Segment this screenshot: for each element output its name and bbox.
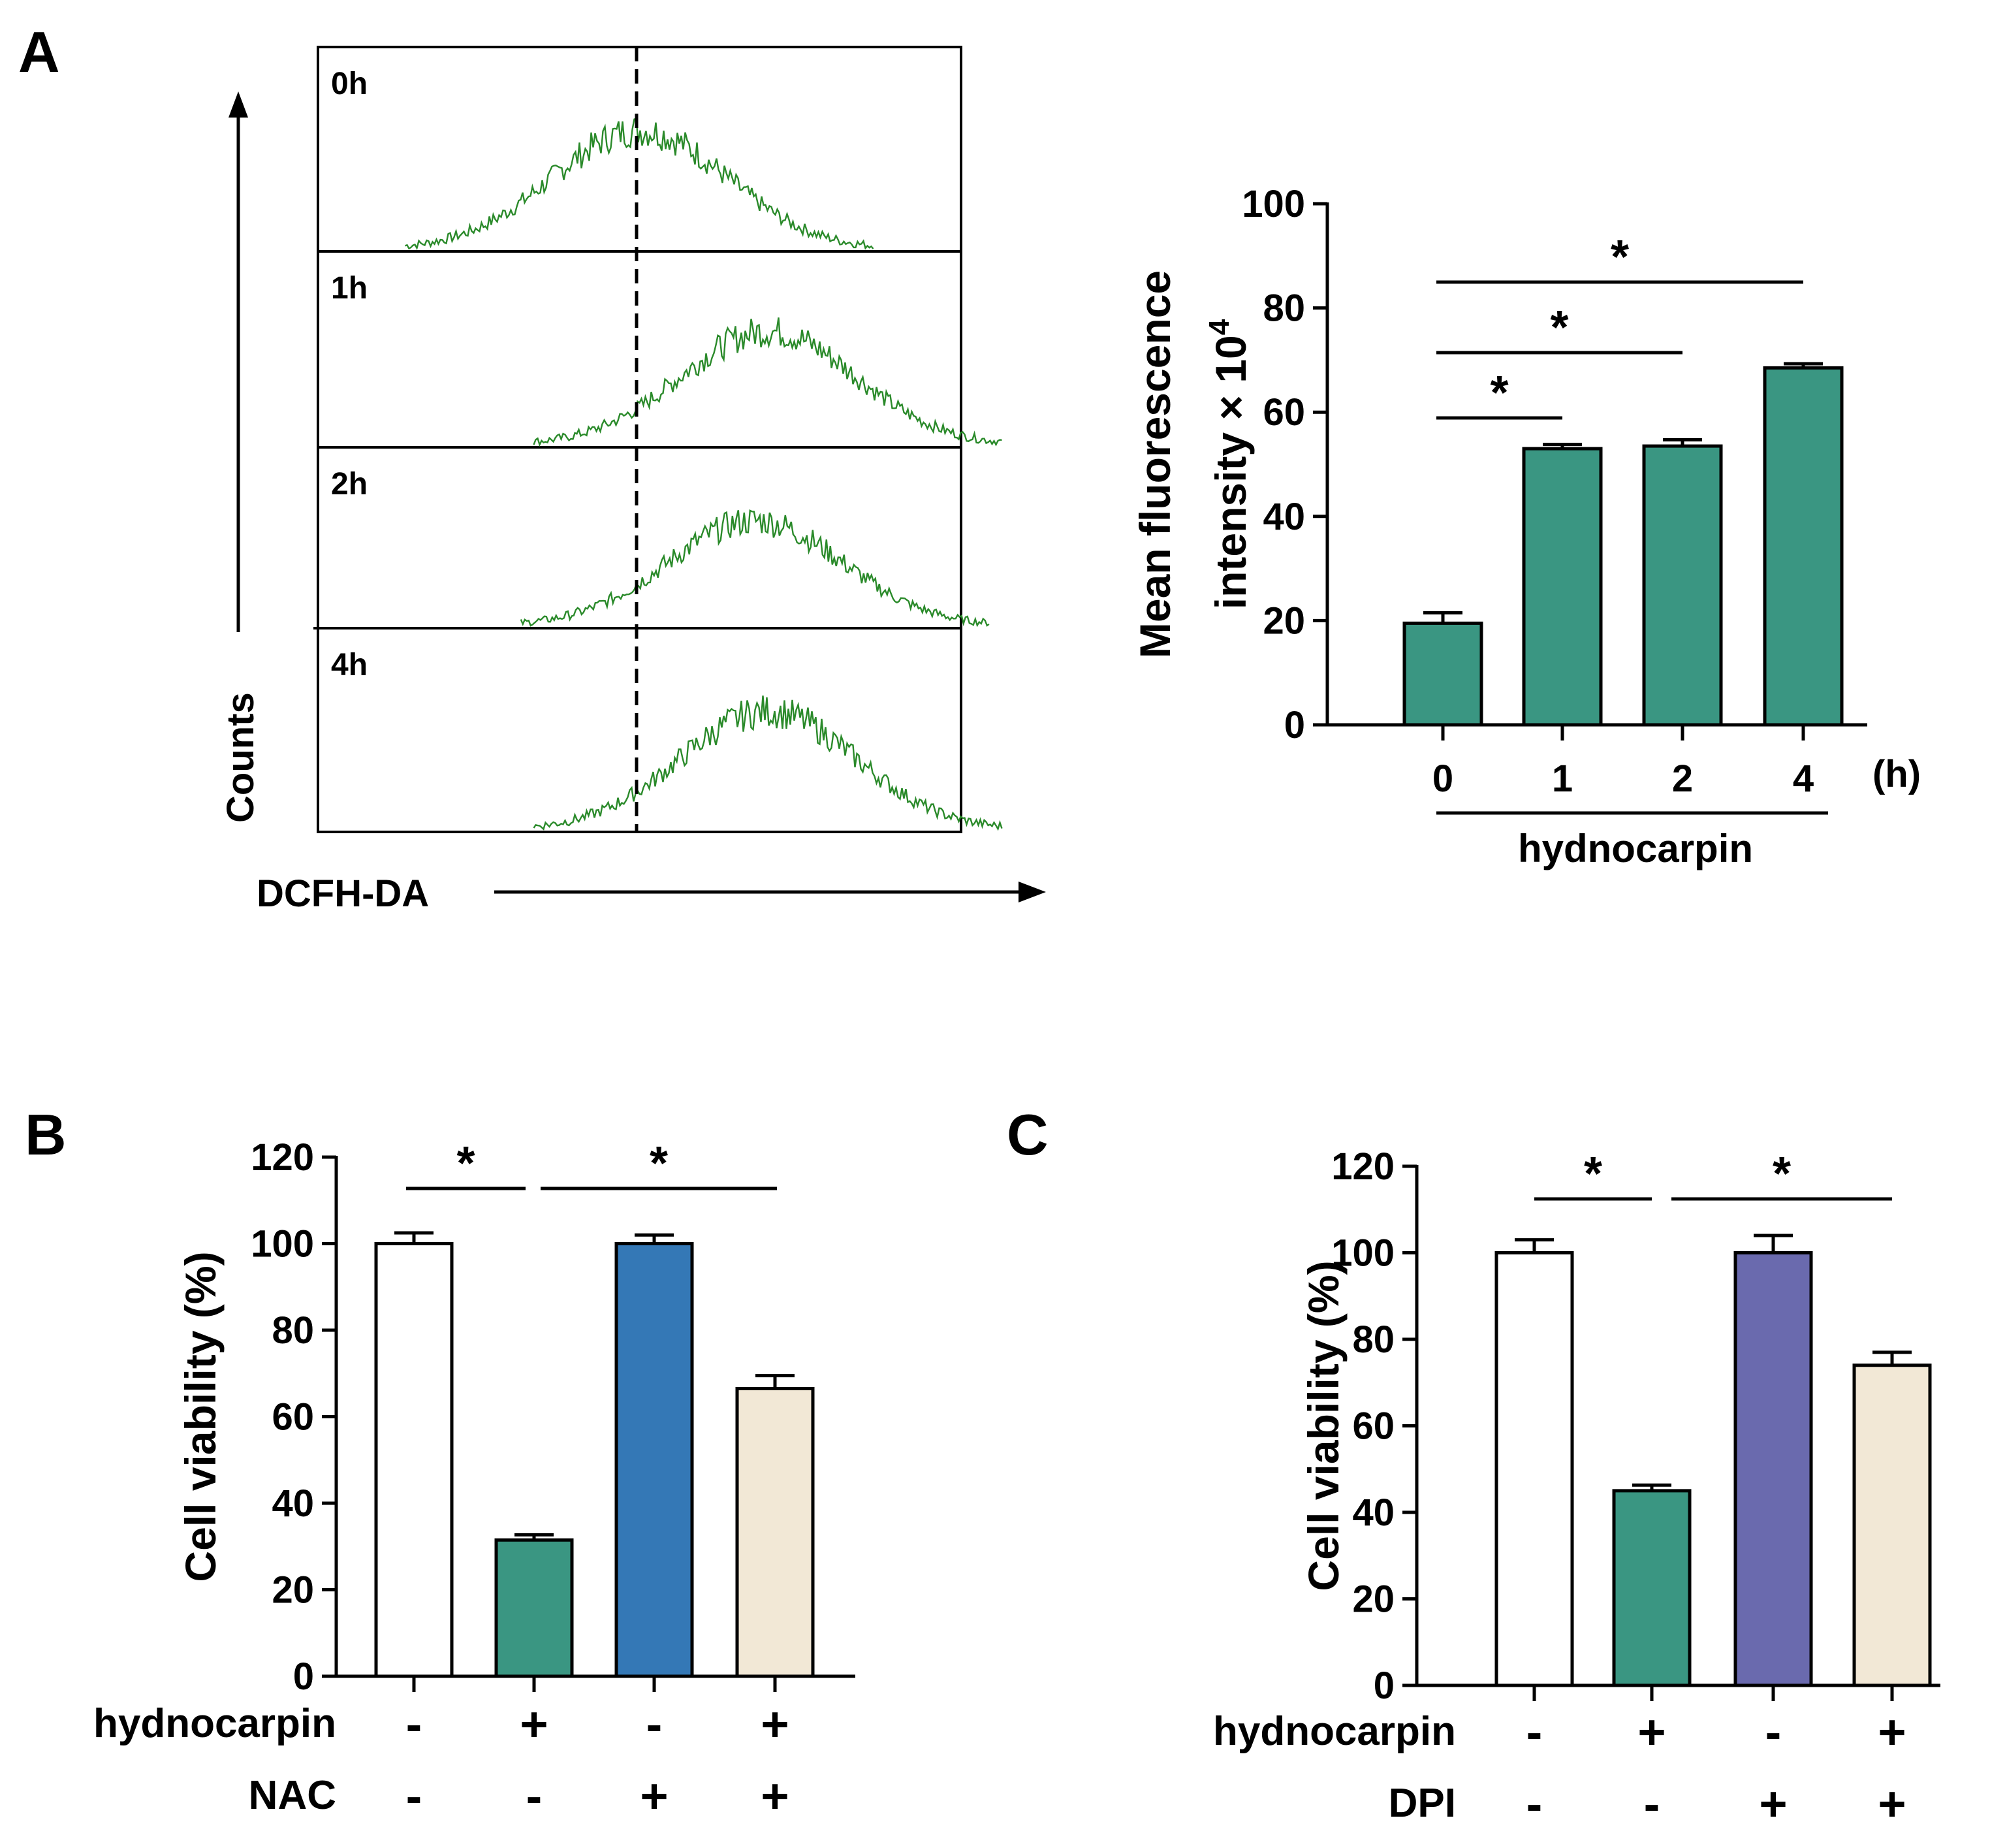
y-tick-label: 40 xyxy=(1352,1491,1395,1534)
histogram-frame xyxy=(317,46,962,833)
bar-chart-mfi: 0 20 40 60 80 100 * * * 0 1 2 4 (h) hydnocarpin Mean fl… xyxy=(1131,183,1921,870)
histogram-trace xyxy=(520,509,990,628)
condition-mark: - xyxy=(406,1769,422,1823)
condition-mark: - xyxy=(646,1697,663,1751)
histogram-x-label: DCFH-DA xyxy=(257,872,429,915)
x-arrow-head xyxy=(1019,882,1046,902)
bar xyxy=(1642,444,1723,727)
y-tick-label: 120 xyxy=(251,1136,314,1179)
significance-star: * xyxy=(1611,231,1629,283)
y-tick-label: 80 xyxy=(1263,287,1305,330)
histogram-trace xyxy=(533,695,1003,831)
bar xyxy=(1522,447,1603,727)
y-tick-label: 20 xyxy=(272,1569,314,1612)
histogram-label: 1h xyxy=(331,271,368,306)
y-tick-label: 40 xyxy=(1263,496,1305,538)
y-tick-label: 60 xyxy=(272,1396,314,1439)
panel-label-b: B xyxy=(25,1102,67,1167)
condition-name: NAC xyxy=(249,1773,336,1818)
y-tick-label: 60 xyxy=(1352,1405,1395,1448)
condition-mark: + xyxy=(1878,1705,1906,1759)
significance-star: * xyxy=(1550,302,1568,354)
y-tick-label: 60 xyxy=(1263,391,1305,434)
y-tick-label: 0 xyxy=(1284,704,1305,746)
condition-mark: - xyxy=(1526,1777,1543,1831)
histogram-label: 2h xyxy=(331,467,368,502)
y-tick-label: 100 xyxy=(1242,183,1305,225)
bar xyxy=(1852,1363,1932,1687)
condition-mark: - xyxy=(406,1697,422,1751)
condition-mark: + xyxy=(1878,1777,1906,1831)
bar xyxy=(1494,1251,1574,1687)
histogram-label: 4h xyxy=(331,648,368,682)
condition-mark: + xyxy=(1759,1777,1787,1831)
histogram-trace xyxy=(533,317,1002,447)
panel-label-c: C xyxy=(1007,1102,1049,1167)
bar xyxy=(1402,621,1483,727)
group-label: hydnocarpin xyxy=(1518,827,1753,870)
bar xyxy=(735,1386,815,1678)
condition-name: hydnocarpin xyxy=(93,1701,336,1746)
y-tick-label: 0 xyxy=(1374,1665,1395,1707)
significance-star: * xyxy=(650,1138,668,1190)
x-tick-label: 4 xyxy=(1793,757,1814,800)
condition-name: DPI xyxy=(1389,1781,1456,1826)
condition-mark: + xyxy=(520,1697,548,1751)
y-tick-label: 80 xyxy=(1352,1318,1395,1361)
y-arrow-head xyxy=(229,91,248,118)
y-tick-label: 100 xyxy=(251,1223,314,1266)
x-unit-label: (h) xyxy=(1872,753,1921,795)
condition-mark: + xyxy=(1637,1705,1666,1759)
y-tick-label: 40 xyxy=(272,1482,314,1525)
x-tick-label: 0 xyxy=(1432,757,1453,800)
bar xyxy=(1763,366,1844,727)
condition-mark: - xyxy=(526,1769,543,1823)
histogram-trace xyxy=(405,118,874,251)
condition-mark: + xyxy=(761,1769,789,1823)
y-axis-title: intensity × 104 xyxy=(1203,319,1255,609)
bar xyxy=(494,1538,574,1678)
bar xyxy=(374,1242,454,1678)
condition-mark: + xyxy=(640,1769,668,1823)
y-axis-title: Cell viability (%) xyxy=(176,1251,225,1582)
condition-mark: - xyxy=(1526,1705,1543,1759)
significance-star: * xyxy=(1773,1148,1791,1200)
condition-mark: + xyxy=(761,1697,789,1751)
y-axis-title: Mean fluorescence xyxy=(1131,270,1179,658)
bar-chart-nac: 0 20 40 60 80 100 120 * * Cell viability (%) hydno… xyxy=(93,1136,855,1823)
y-tick-label: 20 xyxy=(1263,599,1305,642)
bar xyxy=(1733,1251,1813,1687)
histogram-stack: 0h 1h 2h 4h Counts DCFH-DA xyxy=(219,46,1046,915)
x-tick-label: 1 xyxy=(1552,757,1573,800)
y-tick-label: 120 xyxy=(1331,1145,1395,1188)
histogram-y-label: Counts xyxy=(219,692,262,823)
condition-mark: - xyxy=(1644,1777,1660,1831)
panel-label-a: A xyxy=(18,20,60,84)
y-tick-label: 80 xyxy=(272,1309,314,1352)
condition-name: hydnocarpin xyxy=(1213,1709,1456,1754)
bar xyxy=(1612,1489,1692,1687)
bar xyxy=(614,1242,694,1678)
significance-star: * xyxy=(1490,367,1508,419)
bar-chart-dpi: 0 20 40 60 80 100 120 * * Cell viability (%) hydno… xyxy=(1213,1145,1940,1831)
y-tick-label: 20 xyxy=(1352,1578,1395,1621)
condition-mark: - xyxy=(1765,1705,1782,1759)
significance-star: * xyxy=(1584,1148,1602,1200)
y-tick-label: 0 xyxy=(293,1655,314,1698)
x-tick-label: 2 xyxy=(1672,757,1693,800)
significance-star: * xyxy=(456,1138,475,1190)
y-axis-title: Cell viability (%) xyxy=(1299,1260,1348,1591)
histogram-label: 0h xyxy=(331,67,368,101)
y-tick-label: 100 xyxy=(1331,1232,1395,1275)
